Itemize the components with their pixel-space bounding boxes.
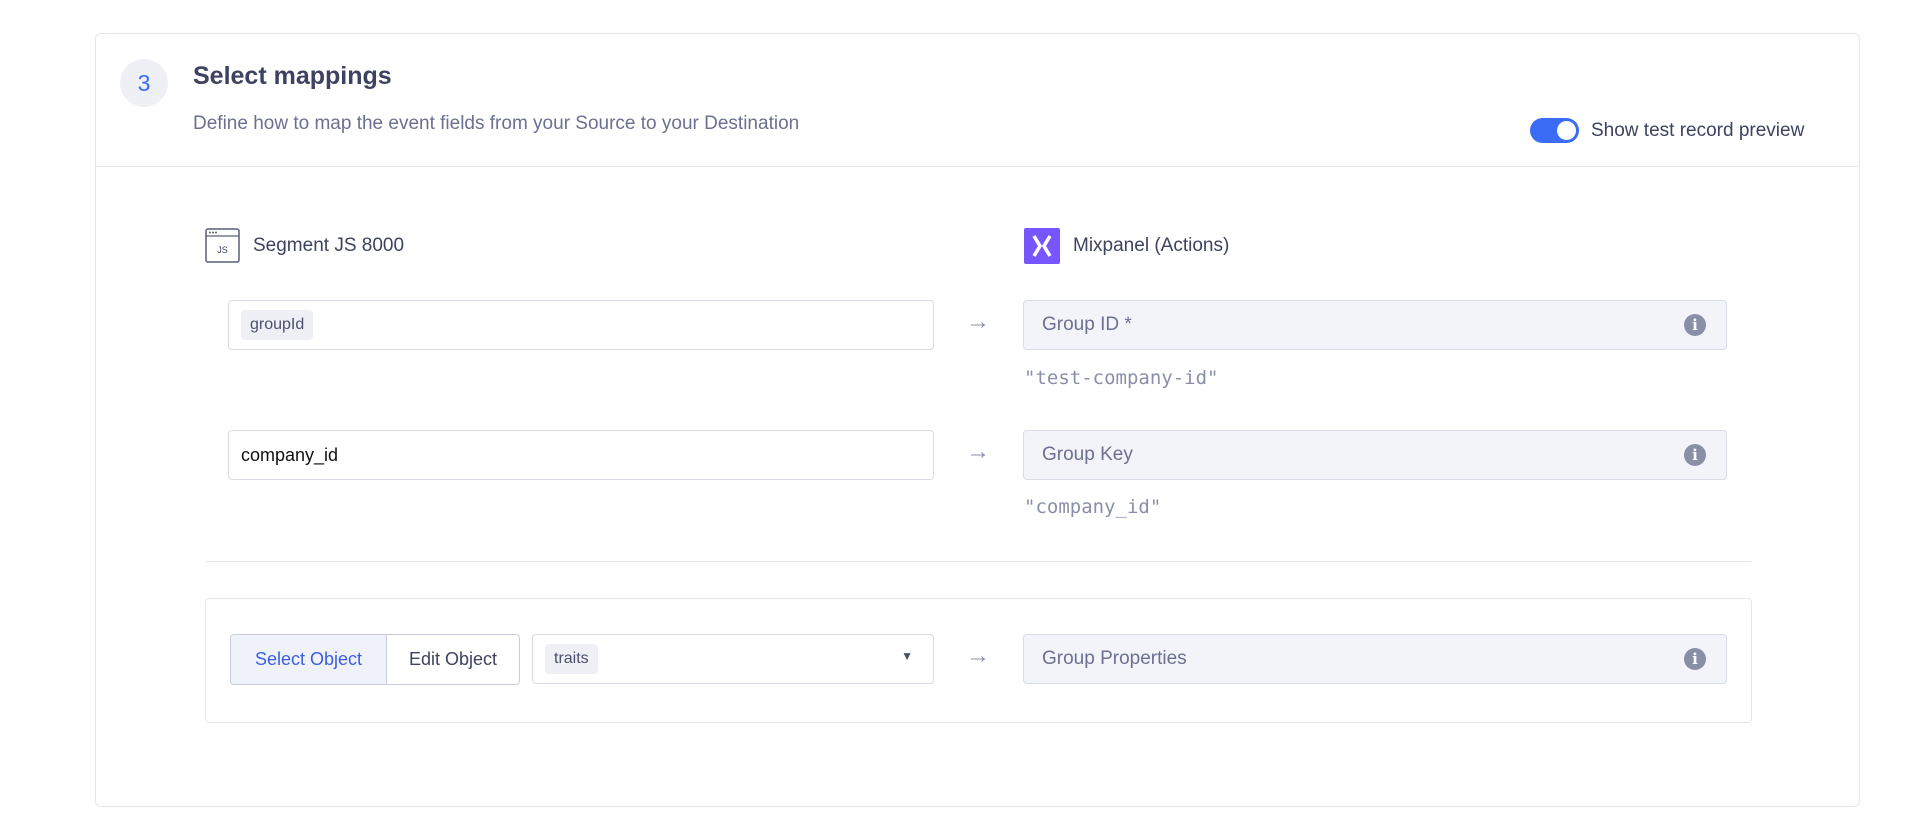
- toggle-knob: [1557, 121, 1576, 140]
- field-pill: groupId: [241, 310, 314, 340]
- target-field-group-properties: Group Properties i: [1023, 634, 1727, 684]
- object-mapping-box: [205, 598, 1752, 723]
- destination-name: Mixpanel (Actions): [1073, 235, 1230, 256]
- arrow-right-icon: →: [966, 308, 990, 335]
- source-field-groupid[interactable]: groupId: [228, 300, 934, 350]
- js-icon-label: JS: [217, 245, 228, 255]
- field-value: company_id: [241, 444, 339, 465]
- edit-object-button[interactable]: Edit Object: [408, 649, 498, 669]
- test-preview-value: "company_id": [1024, 496, 1162, 518]
- select-object-button[interactable]: Select Object: [231, 635, 387, 684]
- info-icon[interactable]: i: [1684, 444, 1706, 466]
- show-preview-toggle[interactable]: [1530, 118, 1579, 143]
- section-subtitle: Define how to map the event fields from …: [193, 113, 800, 134]
- arrow-right-icon: →: [966, 438, 990, 465]
- mixpanel-logo-icon: [1024, 228, 1060, 264]
- mappings-card: [95, 33, 1860, 807]
- source-field-company-id[interactable]: company_id: [228, 430, 934, 480]
- target-field-group-key: Group Key i: [1023, 430, 1727, 480]
- object-select-dropdown[interactable]: traits ▼: [532, 634, 934, 684]
- target-label: Group Properties: [1042, 648, 1187, 669]
- source-name: Segment JS 8000: [253, 235, 405, 256]
- info-icon[interactable]: i: [1684, 314, 1706, 336]
- target-label: Group ID *: [1042, 314, 1132, 335]
- object-mode-segmented-control: Select Object Edit Object: [230, 634, 520, 685]
- show-preview-label[interactable]: Show test record preview: [1591, 120, 1805, 141]
- chevron-down-icon: ▼: [901, 649, 913, 663]
- arrow-right-icon: →: [966, 642, 990, 669]
- target-field-group-id: Group ID * i: [1023, 300, 1727, 350]
- section-title: Select mappings: [193, 62, 392, 90]
- target-label: Group Key: [1042, 444, 1133, 465]
- test-preview-value: "test-company-id": [1024, 367, 1219, 389]
- rows-divider: [205, 561, 1752, 562]
- js-window-icon: JS: [205, 228, 240, 263]
- header-divider: [96, 166, 1859, 167]
- info-icon[interactable]: i: [1684, 648, 1706, 670]
- selected-object-pill: traits: [545, 644, 598, 674]
- step-number-badge: 3: [120, 59, 168, 107]
